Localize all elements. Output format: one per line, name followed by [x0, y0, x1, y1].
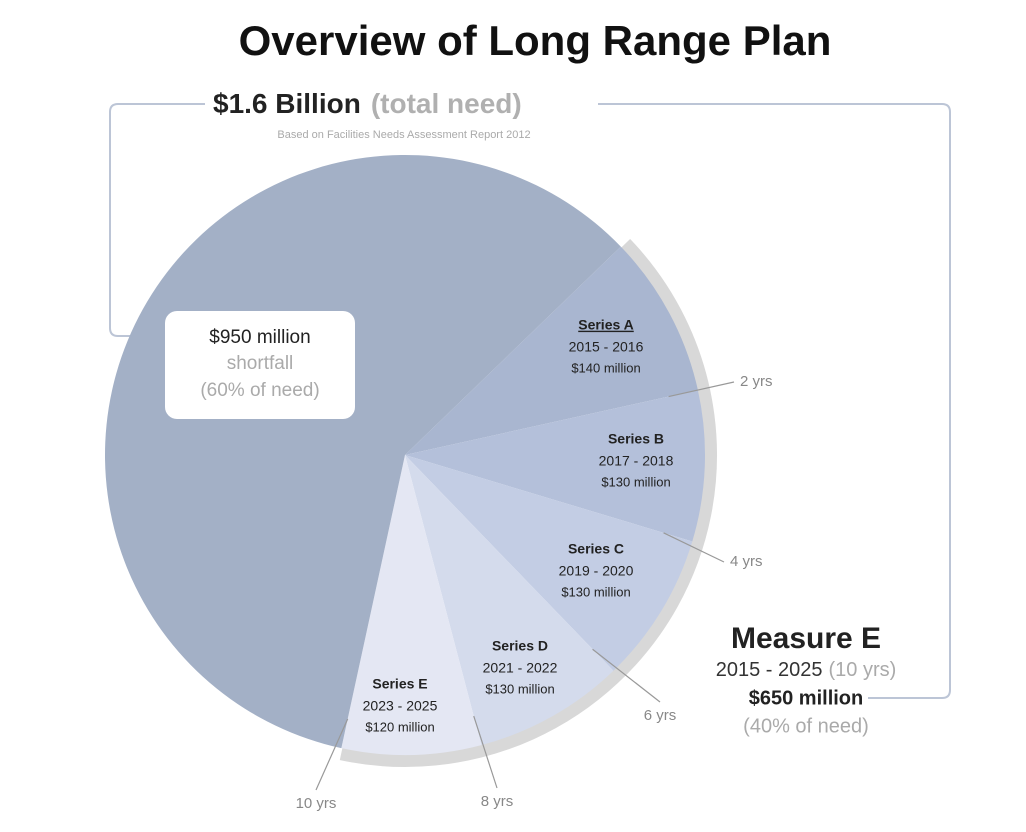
bracket	[598, 103, 951, 699]
pie-slice	[405, 455, 614, 746]
shortfall-box	[165, 311, 355, 419]
slice-period: 2023 - 2025	[363, 698, 438, 714]
pie-slice	[405, 390, 705, 542]
slice-name: Series D	[492, 638, 548, 654]
slice-period: 2019 - 2020	[559, 563, 634, 579]
slice-value: $140 million	[571, 360, 640, 375]
measure-share: (40% of need)	[743, 715, 869, 737]
slice-period: 2017 - 2018	[599, 453, 674, 469]
year-mark: 10 yrs	[296, 795, 337, 812]
year-mark: 2 yrs	[740, 373, 773, 390]
measure-period: 2015 - 2025	[716, 659, 823, 681]
slice-value: $120 million	[365, 719, 434, 734]
shortfall-value: $950 million	[209, 327, 310, 348]
source: Based on Facilities Needs Assessment Rep…	[277, 129, 530, 141]
year-mark-line	[592, 648, 661, 703]
bracket	[109, 103, 205, 337]
year-mark-line	[473, 715, 498, 789]
slice-period: 2021 - 2022	[483, 660, 558, 676]
year-mark: 8 yrs	[481, 793, 514, 810]
total-note: (total need)	[371, 88, 522, 119]
total-label: $1.6 Billion	[213, 88, 361, 119]
pie-slice	[104, 154, 621, 749]
pie-slice	[405, 246, 698, 455]
measure-value: $650 million	[749, 687, 864, 709]
slice-period: 2015 - 2016	[569, 339, 644, 355]
pie	[104, 154, 719, 769]
pie-slice	[405, 455, 693, 671]
shortfall-share: (60% of need)	[200, 380, 319, 401]
slice-name: Series A	[578, 317, 634, 333]
slice-value: $130 million	[561, 584, 630, 599]
measure-period-line: 2015 - 2025 (10 yrs)	[716, 659, 897, 681]
slice-name: Series E	[372, 676, 427, 692]
year-mark-line	[668, 381, 735, 398]
year-mark-line	[315, 718, 349, 791]
measure-name: Measure E	[731, 622, 881, 655]
year-mark: 4 yrs	[730, 553, 763, 570]
year-mark-line	[663, 532, 725, 563]
total-line: $1.6 Billion (total need)	[213, 88, 522, 119]
measure-duration: (10 yrs)	[828, 659, 896, 681]
slice-value: $130 million	[601, 474, 670, 489]
pie-slice	[341, 455, 482, 755]
chart-title: Overview of Long Range Plan	[239, 17, 832, 64]
slice-value: $130 million	[485, 681, 554, 696]
year-mark: 6 yrs	[644, 707, 677, 724]
slice-name: Series C	[568, 541, 624, 557]
slice-name: Series B	[608, 431, 664, 447]
shortfall-label: shortfall	[227, 353, 294, 374]
